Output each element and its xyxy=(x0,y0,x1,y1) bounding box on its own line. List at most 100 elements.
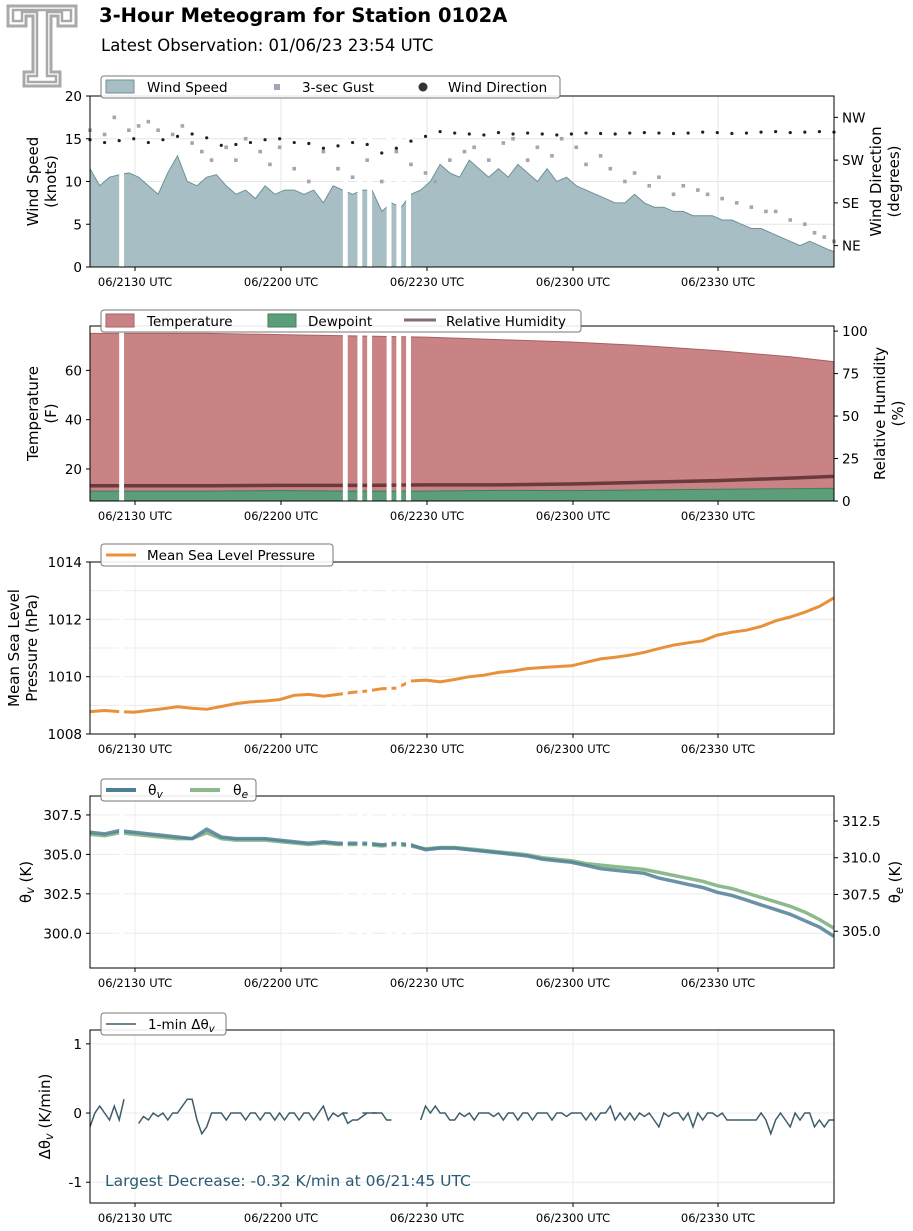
wind-direction-point xyxy=(336,144,340,148)
wind-direction-point xyxy=(380,151,384,155)
logo-inner-shape xyxy=(11,8,73,84)
x-tick-label: 06/2200 UTC xyxy=(244,509,318,523)
x-tick-label: 06/2300 UTC xyxy=(536,275,610,289)
y-axis-label: θv (K) xyxy=(17,861,37,903)
wind-data-gap xyxy=(386,97,392,267)
x-tick-label: 06/2200 UTC xyxy=(244,742,318,756)
y-axis-label: (knots) xyxy=(42,155,60,208)
wind-data-gap xyxy=(119,97,125,267)
y-tick-label: 302.5 xyxy=(43,887,82,903)
legend-label: Wind Speed xyxy=(147,80,228,96)
temperature-area xyxy=(89,332,835,502)
y-axis-label: Mean Sea Level xyxy=(5,589,23,707)
gust-point xyxy=(224,145,228,150)
wind-direction-point xyxy=(453,131,457,135)
pressure-data-gap xyxy=(406,563,411,734)
wind-direction-point xyxy=(292,140,296,145)
wind-direction-point xyxy=(190,132,194,136)
gust-point xyxy=(681,183,686,188)
delta-theta-line xyxy=(89,1099,125,1128)
gust-point xyxy=(409,162,413,167)
y-tick-label: 0 xyxy=(73,260,82,276)
x-tick-label: 06/2330 UTC xyxy=(681,275,755,289)
y2-tick-label: SE xyxy=(842,196,859,212)
wind-direction-point xyxy=(438,130,442,134)
gust-point xyxy=(156,128,160,132)
wind-data-gap xyxy=(367,97,373,267)
legend-box xyxy=(100,1012,227,1036)
gust-point xyxy=(292,166,297,171)
y-tick-label: 5 xyxy=(73,217,82,233)
gust-point xyxy=(448,158,452,162)
page-title: 3-Hour Meteogram for Station 0102A xyxy=(99,4,508,27)
y2-tick-label: 50 xyxy=(842,409,859,425)
plot-frame xyxy=(89,1029,835,1204)
x-tick-label: 06/2230 UTC xyxy=(390,275,464,289)
y2-tick-label: 307.5 xyxy=(842,887,881,903)
y-tick-label: 1012 xyxy=(48,612,82,628)
plot-frame xyxy=(89,795,835,969)
y-tick-label: 15 xyxy=(65,132,82,148)
wind-direction-point xyxy=(613,132,617,136)
plot-frame xyxy=(89,561,835,735)
wind-speed-area xyxy=(89,154,835,268)
legend-box xyxy=(100,75,561,99)
university-logo xyxy=(6,4,78,88)
theta-data-gap xyxy=(406,797,411,968)
theta-data-gap xyxy=(119,797,125,968)
x-tick-label: 06/2330 UTC xyxy=(681,976,755,990)
gust-point xyxy=(501,141,506,145)
y-axis-label: Temperature xyxy=(24,366,42,462)
x-tick-label: 06/2300 UTC xyxy=(536,742,610,756)
x-tick-label: 06/2300 UTC xyxy=(536,1211,610,1225)
legend-label: 3-sec Gust xyxy=(302,80,374,96)
gust-point xyxy=(307,179,311,184)
legend-label: θe xyxy=(233,783,248,801)
y-tick-label: -1 xyxy=(69,1175,82,1191)
gust-point xyxy=(321,149,326,154)
y-axis-label: Wind Speed xyxy=(24,137,42,227)
legend-label: Dewpoint xyxy=(308,314,372,330)
y-tick-label: 300.0 xyxy=(43,926,82,942)
legend-label: Mean Sea Level Pressure xyxy=(147,548,315,564)
x-tick-label: 06/2330 UTC xyxy=(681,509,755,523)
wind-direction-point xyxy=(759,130,763,134)
wind-direction-point xyxy=(584,131,588,135)
gust-point xyxy=(127,128,131,132)
legend-swatch-temperature xyxy=(105,313,135,328)
gust-point xyxy=(535,145,540,150)
y-tick-label: 1010 xyxy=(48,670,82,686)
wind-direction-point xyxy=(423,134,428,138)
theta-v-line xyxy=(89,827,835,938)
y2-tick-label: NW xyxy=(842,110,865,126)
legend-box xyxy=(100,309,582,333)
gust-point xyxy=(764,209,768,214)
theta-e-line xyxy=(89,830,835,930)
y2-tick-label: 25 xyxy=(842,452,859,468)
wind-direction-point xyxy=(482,133,486,137)
wind-direction-point xyxy=(394,146,398,150)
wind-direction-point xyxy=(686,131,690,135)
theta-data-gap xyxy=(342,797,348,968)
wind-direction-point xyxy=(205,136,209,140)
delta-theta-line xyxy=(137,1098,392,1136)
wind-direction-point xyxy=(467,132,471,136)
wind-direction-point xyxy=(278,137,282,141)
y-tick-label: 305.0 xyxy=(43,847,82,863)
x-tick-label: 06/2130 UTC xyxy=(98,509,172,523)
wind-direction-point xyxy=(555,133,559,137)
wind-direction-point xyxy=(701,130,705,134)
gust-point xyxy=(423,171,428,175)
gust-point xyxy=(379,179,384,184)
wind-direction-point xyxy=(219,143,223,147)
x-tick-label: 06/2230 UTC xyxy=(390,509,464,523)
wind-direction-point xyxy=(307,141,311,146)
legend-label: Relative Humidity xyxy=(446,314,566,330)
y-axis-label: Pressure (hPa) xyxy=(23,594,41,702)
x-tick-label: 06/2130 UTC xyxy=(98,275,172,289)
legend-swatch-gust xyxy=(274,84,280,90)
y-tick-label: 307.5 xyxy=(43,808,82,824)
wind-direction-point xyxy=(409,139,413,143)
gust-point xyxy=(812,231,817,235)
y-tick-label: 10 xyxy=(65,175,82,191)
